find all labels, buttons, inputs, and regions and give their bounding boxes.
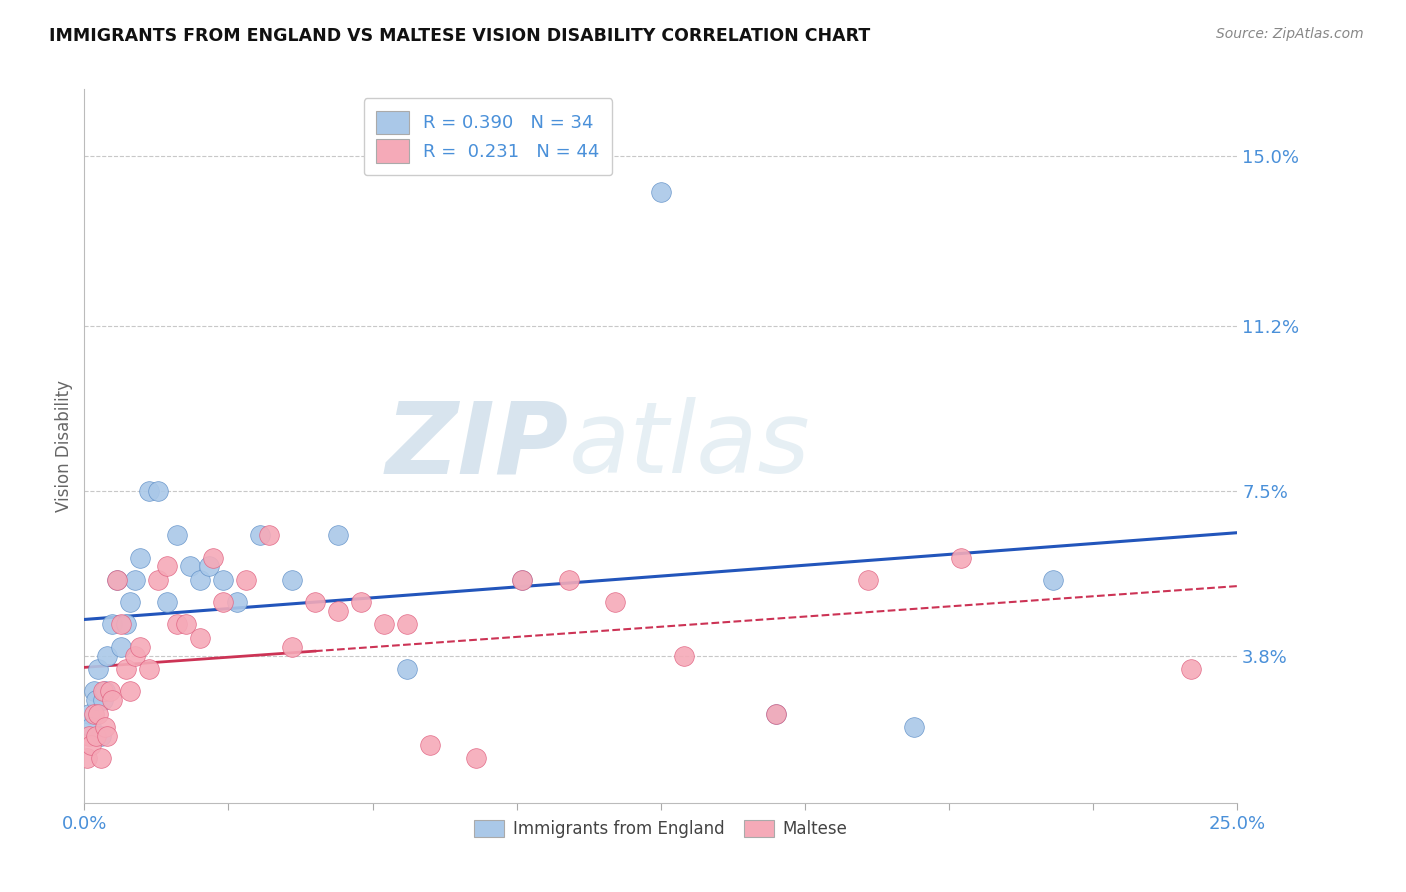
- Point: [179, 559, 201, 574]
- Text: ZIP: ZIP: [385, 398, 568, 494]
- Point: [84, 693, 107, 707]
- Point: [202, 550, 225, 565]
- Point: [350, 595, 373, 609]
- Legend: Immigrants from England, Maltese: Immigrants from England, Maltese: [468, 813, 853, 845]
- Point: [650, 185, 672, 199]
- Point: [373, 617, 395, 632]
- Point: [91, 684, 114, 698]
- Point: [188, 573, 211, 587]
- Point: [419, 738, 441, 752]
- Point: [115, 662, 138, 676]
- Point: [281, 640, 304, 654]
- Point: [512, 573, 534, 587]
- Point: [304, 595, 326, 609]
- Point: [120, 595, 142, 609]
- Point: [124, 648, 146, 663]
- Point: [225, 595, 247, 609]
- Point: [96, 648, 118, 663]
- Point: [105, 573, 128, 587]
- Point: [146, 483, 169, 498]
- Point: [128, 550, 150, 565]
- Point: [281, 573, 304, 587]
- Point: [166, 528, 188, 542]
- Point: [396, 617, 419, 632]
- Point: [124, 573, 146, 587]
- Point: [94, 684, 117, 698]
- Point: [105, 573, 128, 587]
- Point: [77, 706, 100, 721]
- Point: [87, 706, 110, 721]
- Y-axis label: Vision Disability: Vision Disability: [55, 380, 73, 512]
- Point: [512, 573, 534, 587]
- Point: [87, 662, 110, 676]
- Text: atlas: atlas: [568, 398, 810, 494]
- Point: [211, 573, 233, 587]
- Point: [188, 631, 211, 645]
- Point: [83, 706, 105, 721]
- Point: [326, 528, 349, 542]
- Point: [257, 528, 280, 542]
- Point: [110, 617, 132, 632]
- Point: [166, 617, 188, 632]
- Point: [138, 662, 160, 676]
- Point: [89, 751, 111, 765]
- Point: [94, 720, 117, 734]
- Point: [465, 751, 488, 765]
- Point: [858, 573, 880, 587]
- Point: [84, 729, 107, 743]
- Point: [672, 648, 695, 663]
- Point: [249, 528, 271, 542]
- Point: [138, 483, 160, 498]
- Text: Source: ZipAtlas.com: Source: ZipAtlas.com: [1216, 27, 1364, 41]
- Point: [198, 559, 221, 574]
- Point: [949, 550, 972, 565]
- Point: [765, 706, 787, 721]
- Point: [83, 684, 105, 698]
- Point: [235, 573, 257, 587]
- Point: [77, 729, 100, 743]
- Point: [96, 729, 118, 743]
- Point: [603, 595, 626, 609]
- Point: [101, 693, 124, 707]
- Point: [110, 640, 132, 654]
- Point: [146, 573, 169, 587]
- Point: [76, 751, 98, 765]
- Point: [211, 595, 233, 609]
- Point: [1042, 573, 1064, 587]
- Point: [80, 720, 103, 734]
- Point: [98, 684, 121, 698]
- Point: [174, 617, 197, 632]
- Text: IMMIGRANTS FROM ENGLAND VS MALTESE VISION DISABILITY CORRELATION CHART: IMMIGRANTS FROM ENGLAND VS MALTESE VISIO…: [49, 27, 870, 45]
- Point: [156, 559, 179, 574]
- Point: [765, 706, 787, 721]
- Point: [1180, 662, 1202, 676]
- Point: [101, 617, 124, 632]
- Point: [903, 720, 925, 734]
- Point: [156, 595, 179, 609]
- Point: [120, 684, 142, 698]
- Point: [80, 738, 103, 752]
- Point: [557, 573, 579, 587]
- Point: [89, 729, 111, 743]
- Point: [396, 662, 419, 676]
- Point: [91, 693, 114, 707]
- Point: [115, 617, 138, 632]
- Point: [128, 640, 150, 654]
- Point: [326, 604, 349, 618]
